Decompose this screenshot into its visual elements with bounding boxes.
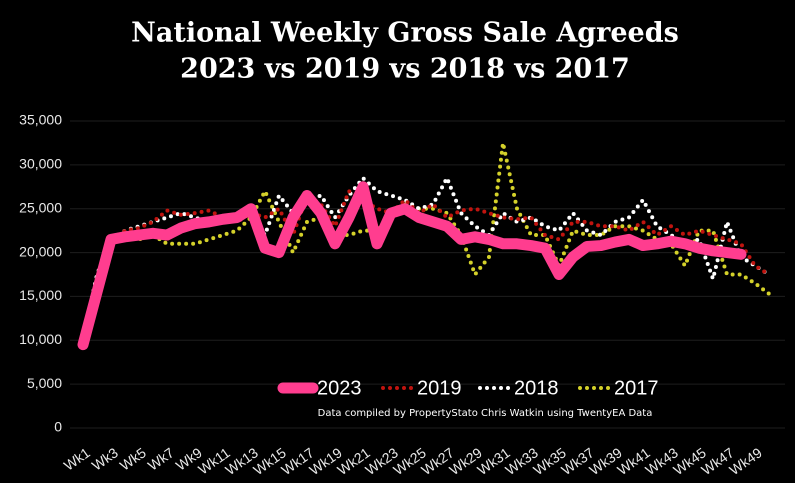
- series-line: [81, 189, 771, 343]
- chart-title: National Weekly Gross Sale Agreeds: [131, 18, 679, 49]
- chart-subtitle: 2023 vs 2019 vs 2018 vs 2017: [180, 54, 630, 85]
- y-tick-label: 35,000: [19, 112, 62, 128]
- y-tick-label: 5,000: [27, 375, 62, 391]
- legend-label: 2023: [317, 377, 362, 399]
- y-tick-label: 25,000: [19, 199, 62, 215]
- y-tick-label: 10,000: [19, 331, 62, 347]
- legend-label: 2018: [514, 377, 559, 399]
- legend-label: 2019: [417, 377, 462, 399]
- y-tick-label: 30,000: [19, 156, 62, 172]
- y-tick-label: 15,000: [19, 287, 62, 303]
- y-tick-label: 0: [54, 419, 62, 435]
- y-tick-label: 20,000: [19, 243, 62, 259]
- series-line: [77, 181, 747, 351]
- series-line: [81, 140, 771, 343]
- legend-label: 2017: [614, 377, 659, 399]
- note: Data compiled by PropertyStato Chris Wat…: [318, 408, 653, 419]
